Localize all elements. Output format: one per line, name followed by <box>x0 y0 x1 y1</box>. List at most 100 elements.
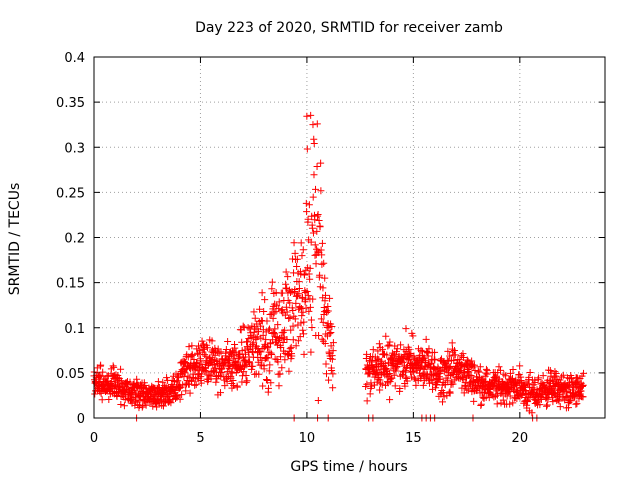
data-point <box>133 375 141 383</box>
data-point <box>249 362 257 370</box>
data-point <box>316 223 324 231</box>
data-point <box>307 238 315 246</box>
data-point <box>277 334 285 342</box>
data-point <box>192 381 200 389</box>
data-point <box>98 396 106 404</box>
data-point <box>366 390 374 398</box>
data-point <box>321 274 329 282</box>
data-point <box>299 308 307 316</box>
data-point <box>117 400 125 408</box>
data-point <box>310 135 318 143</box>
data-point <box>203 344 211 352</box>
data-point <box>439 398 447 406</box>
data-point <box>201 351 209 359</box>
data-point <box>270 329 278 337</box>
data-point <box>329 339 337 347</box>
data-point <box>241 357 249 365</box>
data-point <box>207 375 215 383</box>
data-point <box>483 367 491 375</box>
data-point <box>469 363 477 371</box>
data-point <box>522 387 530 395</box>
data-point <box>309 229 317 237</box>
data-point <box>463 385 471 393</box>
data-point <box>378 381 386 389</box>
data-point <box>218 368 226 376</box>
data-point <box>188 377 196 385</box>
data-point <box>302 199 310 207</box>
data-point <box>240 368 248 376</box>
data-point <box>459 350 467 358</box>
data-point <box>518 391 526 399</box>
data-point <box>528 409 536 417</box>
data-point <box>323 370 331 378</box>
data-point <box>276 370 284 378</box>
data-point <box>243 377 251 385</box>
data-point <box>291 286 299 294</box>
data-point <box>311 241 319 249</box>
data-point <box>301 289 309 297</box>
data-point <box>258 356 266 364</box>
data-point <box>202 352 210 360</box>
data-point <box>230 352 238 360</box>
data-point <box>328 366 336 374</box>
data-point <box>248 348 256 356</box>
data-point <box>154 378 162 386</box>
data-point <box>554 396 562 404</box>
data-point <box>284 351 292 359</box>
data-point <box>449 380 457 388</box>
data-point <box>534 397 542 405</box>
data-point <box>318 260 326 268</box>
data-point <box>262 375 270 383</box>
data-point <box>577 387 585 395</box>
data-point <box>470 397 478 405</box>
data-point <box>444 376 452 384</box>
data-point <box>318 251 326 259</box>
data-point <box>313 163 321 171</box>
data-point <box>197 379 205 387</box>
data-point <box>314 397 322 405</box>
data-point <box>248 365 256 373</box>
x-tick-label: 10 <box>299 431 316 446</box>
data-point <box>537 396 545 404</box>
data-point <box>309 295 317 303</box>
data-point <box>97 389 105 397</box>
data-point <box>309 121 317 129</box>
y-tick-label: 0 <box>77 412 85 427</box>
data-point <box>287 343 295 351</box>
data-point <box>367 379 375 387</box>
data-point <box>391 382 399 390</box>
data-point <box>286 345 294 353</box>
data-point <box>263 376 271 384</box>
data-point <box>430 364 438 372</box>
data-point <box>464 386 472 394</box>
data-point <box>363 350 371 358</box>
data-point <box>261 296 269 304</box>
data-point <box>217 348 225 356</box>
data-point <box>253 333 261 341</box>
data-point <box>295 290 303 298</box>
data-point <box>159 378 167 386</box>
data-point <box>297 239 305 247</box>
data-point <box>215 349 223 357</box>
data-point <box>317 246 325 254</box>
data-point <box>208 356 216 364</box>
data-point <box>255 328 263 336</box>
data-point <box>383 351 391 359</box>
data-point <box>535 374 543 382</box>
y-tick-label: 0.15 <box>56 277 85 292</box>
data-point <box>406 351 414 359</box>
plot-frame <box>93 56 606 419</box>
data-point <box>318 239 326 247</box>
data-point <box>239 322 247 330</box>
data-point <box>316 271 324 279</box>
data-point <box>327 328 335 336</box>
data-point <box>321 291 329 299</box>
data-point <box>524 397 532 405</box>
data-point <box>375 340 383 348</box>
data-point <box>324 307 332 315</box>
data-point <box>262 336 270 344</box>
data-point <box>138 403 146 411</box>
data-point <box>396 385 404 393</box>
data-point <box>325 324 333 332</box>
data-point <box>564 404 572 412</box>
